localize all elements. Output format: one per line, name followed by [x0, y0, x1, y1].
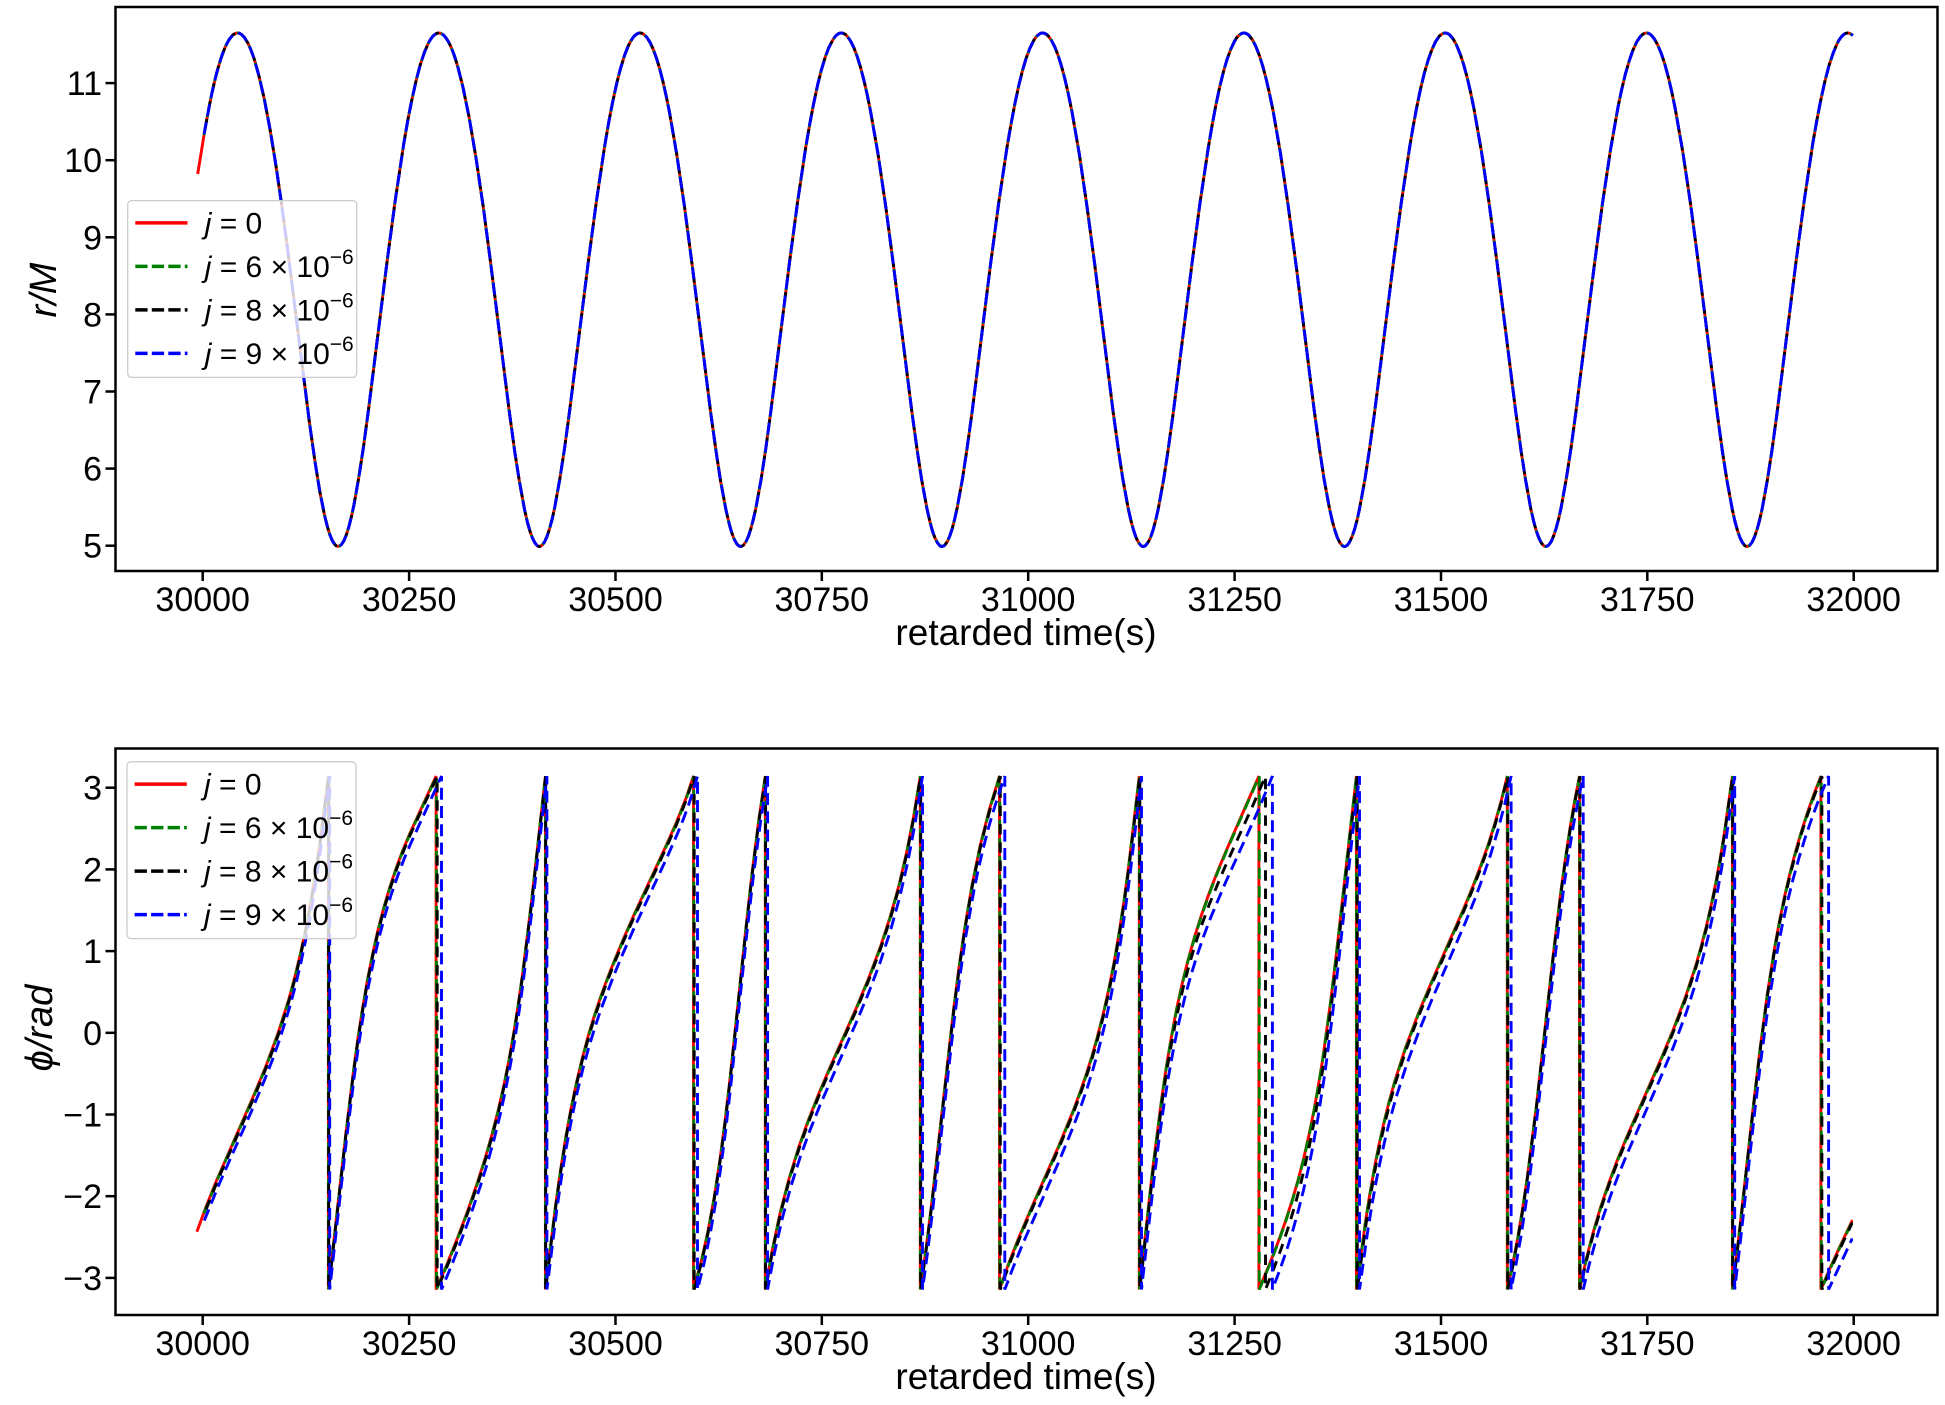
svg-text:ϕ/rad: ϕ/rad — [19, 983, 61, 1071]
svg-text:j = 6 × 10−6: j = 6 × 10−6 — [200, 807, 353, 845]
svg-text:1: 1 — [83, 933, 102, 971]
svg-text:31500: 31500 — [1394, 581, 1489, 619]
svg-text:31000: 31000 — [981, 1325, 1076, 1363]
svg-text:−2: −2 — [63, 1178, 102, 1216]
svg-text:30250: 30250 — [362, 1325, 457, 1363]
svg-text:31500: 31500 — [1394, 1325, 1489, 1363]
svg-text:10: 10 — [64, 142, 102, 180]
svg-text:−3: −3 — [63, 1260, 102, 1298]
svg-text:0: 0 — [83, 1015, 102, 1053]
svg-text:j = 9 × 10−6: j = 9 × 10−6 — [200, 894, 353, 932]
svg-text:6: 6 — [83, 451, 102, 489]
svg-text:7: 7 — [83, 374, 102, 412]
svg-text:11: 11 — [67, 65, 102, 103]
svg-text:30500: 30500 — [568, 581, 663, 619]
svg-text:30000: 30000 — [155, 581, 250, 619]
svg-text:30750: 30750 — [775, 1325, 870, 1363]
svg-text:30750: 30750 — [775, 581, 870, 619]
svg-text:30500: 30500 — [568, 1325, 663, 1363]
svg-text:32000: 32000 — [1806, 1325, 1901, 1363]
svg-text:5: 5 — [83, 528, 102, 566]
svg-text:9: 9 — [83, 219, 102, 257]
svg-text:32000: 32000 — [1806, 581, 1901, 619]
svg-text:retarded time(s): retarded time(s) — [895, 1356, 1156, 1397]
svg-text:j = 8 × 10−6: j = 8 × 10−6 — [200, 851, 353, 889]
svg-text:31000: 31000 — [981, 581, 1076, 619]
svg-text:j = 9 × 10−6: j = 9 × 10−6 — [201, 333, 354, 371]
svg-text:j = 0: j = 0 — [201, 207, 263, 240]
svg-text:31250: 31250 — [1187, 1325, 1282, 1363]
svg-text:retarded time(s): retarded time(s) — [895, 612, 1156, 653]
svg-text:−1: −1 — [63, 1097, 102, 1135]
svg-text:j = 0: j = 0 — [200, 769, 262, 802]
svg-text:31750: 31750 — [1600, 1325, 1695, 1363]
svg-text:31750: 31750 — [1600, 581, 1695, 619]
svg-text:2: 2 — [83, 851, 102, 889]
svg-text:3: 3 — [83, 770, 102, 808]
svg-text:31250: 31250 — [1187, 581, 1282, 619]
svg-text:30000: 30000 — [155, 1325, 250, 1363]
svg-text:8: 8 — [83, 296, 102, 334]
svg-text:r/M: r/M — [23, 262, 65, 317]
svg-text:30250: 30250 — [362, 581, 457, 619]
